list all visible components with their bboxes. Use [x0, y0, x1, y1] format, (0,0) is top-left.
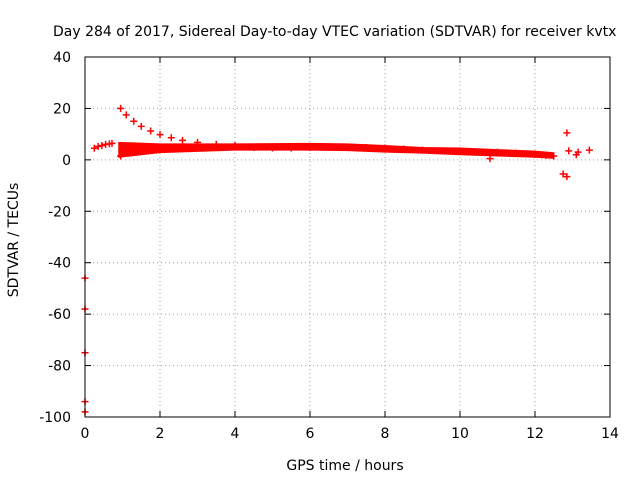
x-axis-label: GPS time / hours [286, 458, 403, 474]
x-tick-label: 2 [156, 426, 165, 442]
data-point [212, 143, 220, 151]
x-tick-label: 10 [451, 426, 469, 442]
data-point [437, 147, 445, 155]
data-point [167, 134, 175, 142]
y-tick-label: -80 [48, 359, 71, 375]
data-point [108, 139, 116, 147]
x-axis-ticks: 0 2 4 6 8 10 12 14 [81, 57, 619, 442]
data-point [563, 129, 571, 137]
data-point [130, 117, 138, 125]
data-point [381, 144, 389, 152]
x-tick-label: 6 [306, 426, 315, 442]
data-point [550, 152, 558, 160]
y-tick-label: 0 [62, 153, 71, 169]
y-tick-label: 20 [53, 101, 71, 117]
data-point [156, 131, 164, 139]
data-point [269, 144, 276, 152]
x-tick-label: 4 [231, 426, 240, 442]
data-point [512, 149, 520, 157]
data-point [494, 148, 501, 156]
y-tick-label: -20 [48, 204, 71, 220]
data-point [486, 155, 494, 163]
data-point [559, 170, 567, 178]
dense-point-band [118, 141, 555, 159]
data-point [456, 147, 464, 155]
y-axis-label: SDTVAR / TECUs [6, 183, 22, 298]
data-point [194, 144, 201, 152]
data-point [306, 144, 314, 152]
data-point [98, 141, 106, 149]
x-tick-label: 0 [81, 426, 90, 442]
x-tick-label: 8 [381, 426, 390, 442]
data-point [250, 144, 258, 152]
data-point [467, 148, 475, 156]
x-tick-label: 14 [601, 426, 619, 442]
y-tick-label: 40 [53, 50, 71, 66]
data-point [137, 122, 145, 130]
data-point [179, 136, 186, 144]
data-point [479, 148, 486, 156]
data-point [147, 127, 155, 135]
data-point [565, 147, 573, 155]
y-tick-label: -100 [39, 410, 71, 426]
data-point [585, 146, 593, 154]
data-point [362, 144, 370, 152]
data-point [137, 147, 145, 155]
data-point [117, 104, 125, 112]
plot-frame [84, 56, 611, 418]
y-axis-ticks: -100 -80 -60 -40 -20 0 20 40 [39, 50, 610, 426]
data-point [574, 148, 582, 156]
grid [85, 57, 610, 417]
data-point [287, 144, 295, 152]
data-point [126, 148, 134, 156]
data-point [94, 142, 102, 150]
data-point [563, 173, 571, 181]
data-point [175, 144, 183, 152]
data-point [156, 145, 164, 153]
data-band [118, 141, 555, 159]
data-point [231, 143, 239, 151]
y-tick-label: -40 [48, 256, 71, 272]
data-point [117, 152, 125, 160]
data-point [149, 146, 156, 154]
data-point [344, 143, 351, 151]
data-point [325, 143, 333, 151]
data-point [90, 144, 98, 152]
y-tick-label: -60 [48, 307, 71, 323]
data-point [122, 111, 130, 119]
chart-title: Day 284 of 2017, Sidereal Day-to-day VTE… [53, 24, 616, 40]
x-tick-label: 12 [526, 426, 544, 442]
data-point [400, 145, 408, 153]
data-point [419, 146, 426, 154]
data-point [531, 150, 539, 158]
data-point [542, 151, 550, 159]
data-point [119, 147, 126, 155]
